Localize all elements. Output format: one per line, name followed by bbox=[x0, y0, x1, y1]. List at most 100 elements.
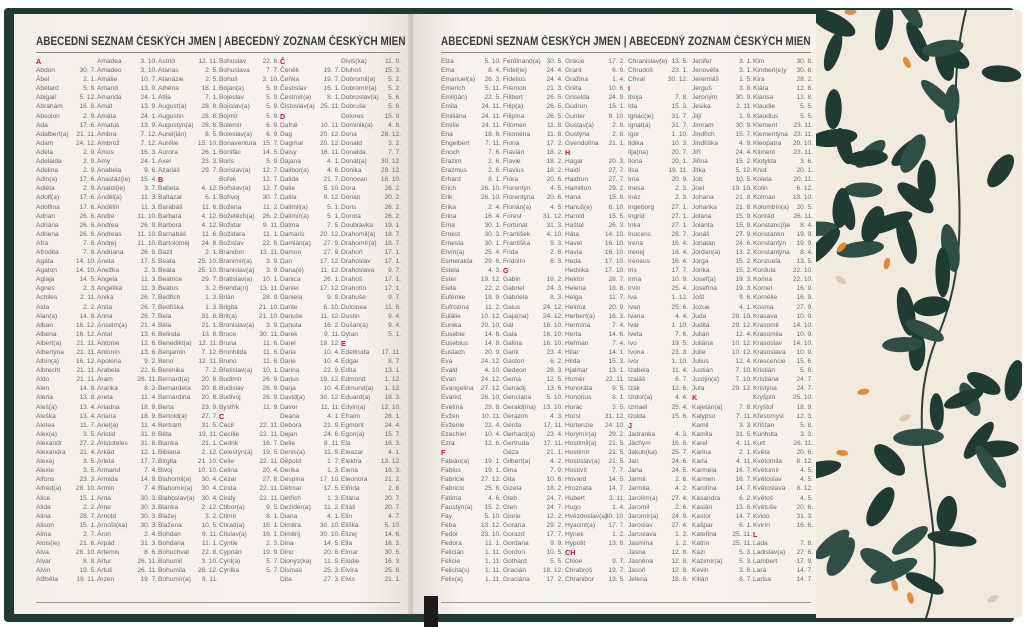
name-entry: Klement 23. 11. bbox=[753, 121, 813, 130]
name-day-date: 16. 10. bbox=[604, 248, 625, 256]
name: Edeltruda bbox=[341, 349, 370, 356]
name: Alexej bbox=[36, 458, 54, 466]
name: Jenovéfa bbox=[692, 67, 719, 75]
name-day-date: 1. 3. bbox=[205, 303, 218, 311]
name: Alvin bbox=[36, 567, 51, 575]
name-day-date: 14. 5. bbox=[608, 476, 626, 484]
name-day-date: 21. 1. bbox=[384, 576, 402, 584]
name: Krasoslav bbox=[753, 339, 782, 347]
name-day-date: 14. 7. bbox=[735, 485, 753, 493]
name-entry: Danica 26. 1. bbox=[280, 275, 340, 284]
name: Bonifác bbox=[219, 148, 241, 156]
name-entry: Helga 11. 7. bbox=[565, 293, 625, 302]
name-entry: Bela 31. 8. bbox=[158, 312, 218, 321]
name: Despina bbox=[280, 476, 305, 484]
name-column: Grácie 17. 2. Grant 6. 9. Gražina 1. 4. Gréta 1… bbox=[565, 57, 625, 584]
name-day-date: 8. 1. bbox=[266, 512, 279, 520]
name-day-date: 10. 4. bbox=[323, 349, 341, 356]
name-day-date: 14. 8. bbox=[79, 312, 97, 320]
name-entry: Eduard(a) 18. 3. bbox=[341, 393, 401, 402]
name: Klarisa bbox=[753, 94, 774, 102]
ribbon-bookmark[interactable] bbox=[424, 596, 438, 627]
name-day-date: 13. 10. bbox=[792, 194, 813, 202]
name: Bohumír(a) bbox=[158, 576, 191, 584]
name-day-date: 6. 9. bbox=[266, 121, 279, 129]
name-day-date: 26. 2. bbox=[384, 185, 402, 193]
name-entry: Flavie 18. 2. bbox=[503, 157, 563, 166]
name-entry: Dobromil(a) 5. 2. bbox=[341, 75, 401, 84]
leaf-icon bbox=[936, 495, 958, 533]
name-day-date: 20. 2. bbox=[384, 194, 402, 202]
name-day-date: 12. 6. bbox=[484, 439, 502, 447]
name-day-date: 22. 2. bbox=[484, 285, 502, 293]
name-entry: Kateřina 25. 11. bbox=[692, 530, 752, 539]
name-day-date: 20. 1. bbox=[671, 158, 689, 166]
leaf-icon bbox=[893, 428, 944, 446]
name: Aranka bbox=[97, 385, 118, 393]
name-day-date: 13. 8. bbox=[201, 330, 219, 338]
name: Kvirín bbox=[753, 521, 770, 529]
name: Krescencie bbox=[753, 358, 786, 366]
name-day-date: 14. 10. bbox=[604, 230, 625, 238]
name: Fabricie bbox=[441, 476, 465, 484]
name: Izabela bbox=[628, 367, 650, 375]
name-day-date: 11. 11. bbox=[320, 403, 340, 411]
name: Bertram bbox=[158, 421, 182, 429]
name-day-date: 17. 7. bbox=[671, 267, 689, 275]
name-day-date: 9. 2. bbox=[144, 358, 157, 366]
name-entry: Herbert(a) 16. 3. bbox=[565, 312, 625, 321]
name-day-date: 4. 10. bbox=[546, 230, 564, 238]
name: Alen bbox=[36, 385, 50, 393]
name-day-date: 11. 3. bbox=[140, 285, 157, 293]
name-day-date: 31. 5. bbox=[735, 430, 753, 438]
name: Evald bbox=[441, 367, 458, 375]
name-entry: Bohuslav 22. 8. bbox=[219, 57, 279, 66]
name-entry: Iris 17. 7. bbox=[628, 266, 688, 275]
name: Genadij bbox=[503, 385, 526, 393]
name: Adrian bbox=[36, 212, 56, 220]
name-entry: David(a) 30. 12. bbox=[280, 393, 340, 402]
name-entry: Diviš(ka) 11. 9. bbox=[341, 57, 401, 66]
name: Diviš(ka) bbox=[341, 58, 367, 65]
name-day-date: 14. 8. bbox=[484, 330, 502, 338]
name-entry: Donát(a) 30. 12. bbox=[341, 157, 401, 166]
name: Knut bbox=[753, 167, 767, 175]
name-entry: Filip(a) 26. 5. bbox=[503, 102, 563, 111]
name: Kornel bbox=[753, 285, 773, 293]
leaf-icon bbox=[975, 445, 1007, 488]
name-day-date: 14. 7. bbox=[608, 485, 626, 493]
name: Drahoš bbox=[341, 276, 363, 284]
name: Ezechiel bbox=[441, 430, 466, 438]
name: Dimitrij bbox=[280, 530, 301, 538]
name-day-date: 7. 1. bbox=[205, 94, 218, 102]
name-day-date: 18. 2. bbox=[546, 485, 564, 493]
name: Gabin bbox=[503, 276, 521, 284]
leaf-icon bbox=[922, 39, 964, 57]
name: Jošt bbox=[692, 294, 705, 302]
name-day-date: 18. 9. bbox=[796, 403, 814, 411]
letter-label: B bbox=[158, 175, 164, 185]
name: Eusebius bbox=[441, 339, 469, 347]
name: Hedvika bbox=[565, 267, 589, 275]
letter-label: L bbox=[753, 529, 758, 539]
name: Damián(a) bbox=[280, 239, 311, 247]
name-column: Kim 30. 8. Kimberl(e)y 30. 8. Kira 28. 2. Klár… bbox=[753, 57, 813, 584]
name: Hypolit bbox=[565, 539, 586, 547]
name-column: Č Čeněk 19. 7. Čeňka 19. 7. Čestislav 16. 1. Če… bbox=[280, 57, 340, 584]
name-day-date: 27. 6. bbox=[796, 549, 814, 557]
name-entry: Artuš 26. 11. bbox=[97, 566, 157, 575]
name: Ambrož bbox=[97, 139, 120, 147]
leaf-icon bbox=[963, 421, 994, 459]
name-entry: Drahoš 17. 1. bbox=[341, 275, 401, 284]
name-entry: Daria 10. 4. bbox=[280, 348, 340, 357]
name: Kliment bbox=[753, 148, 775, 156]
name-entry: Bernard(a) 20. 8. bbox=[158, 375, 218, 384]
name-day-date: 22. 4. bbox=[484, 421, 502, 429]
name-day-date: 27. 4. bbox=[671, 521, 689, 529]
name: Amand bbox=[97, 85, 118, 93]
name-day-date: 18. 7. bbox=[384, 239, 402, 247]
name-day-date: 4. 1. bbox=[327, 412, 340, 420]
name: Atila bbox=[158, 94, 171, 102]
name-day-date: 26. 2. bbox=[384, 212, 402, 220]
name-day-date: 17. 5. bbox=[323, 485, 341, 493]
